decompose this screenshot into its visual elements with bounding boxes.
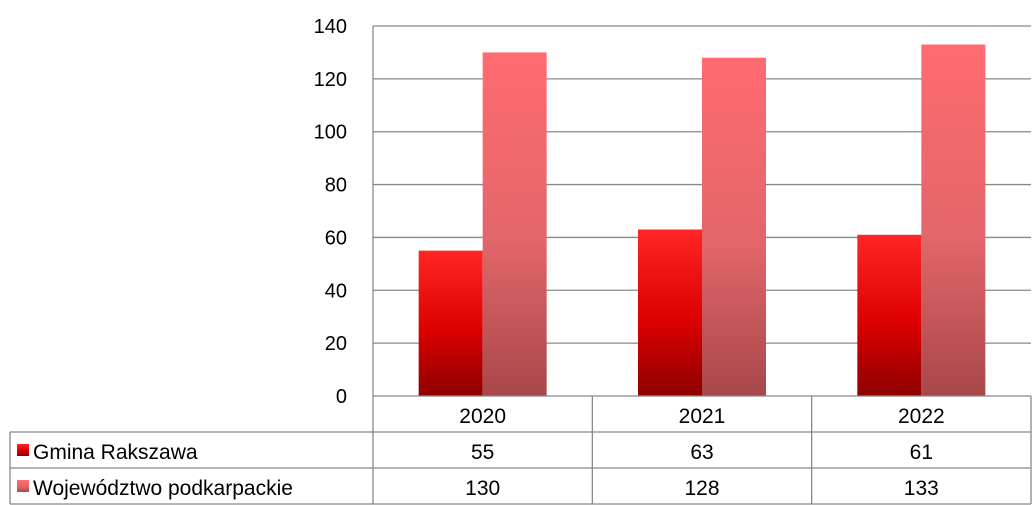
category-label: 2021 — [679, 405, 726, 428]
category-label: 2020 — [459, 405, 506, 428]
data-value: 55 — [471, 441, 494, 464]
legend-label: Województwo podkarpackie — [33, 477, 293, 500]
data-table: 2020 2021 2022 Gmina Rakszawa 55 63 61 Wojewódz… — [9, 395, 1032, 505]
legend-key-gmina — [17, 444, 29, 456]
data-value: 128 — [684, 477, 719, 500]
bar-gmina-2020 — [418, 250, 483, 396]
data-value: 133 — [904, 477, 939, 500]
bar-gmina-2021 — [638, 229, 702, 396]
y-tick-label: 40 — [325, 280, 347, 302]
bar-wojewodztwo-2022 — [921, 44, 986, 396]
data-value: 61 — [910, 441, 933, 464]
bar-wojewodztwo-2020 — [482, 52, 547, 397]
y-tick-label: 20 — [325, 333, 347, 355]
data-value: 130 — [465, 477, 500, 500]
y-tick-label: 120 — [314, 69, 347, 91]
y-tick-label: 100 — [314, 122, 347, 144]
y-axis-ticks: 0 20 40 60 80 100 120 140 — [314, 16, 347, 408]
y-tick-label: 80 — [325, 175, 347, 197]
y-tick-label: 60 — [325, 227, 347, 249]
bar-wojewodztwo-2021 — [702, 57, 766, 396]
legend-label: Gmina Rakszawa — [33, 441, 198, 464]
data-value: 63 — [690, 441, 713, 464]
category-label: 2022 — [898, 405, 945, 428]
y-tick-label: 0 — [336, 386, 347, 408]
y-tick-label: 140 — [314, 16, 347, 38]
legend-key-wojewodztwo — [17, 480, 29, 492]
bar-gmina-2022 — [857, 234, 922, 396]
bars — [418, 44, 986, 397]
